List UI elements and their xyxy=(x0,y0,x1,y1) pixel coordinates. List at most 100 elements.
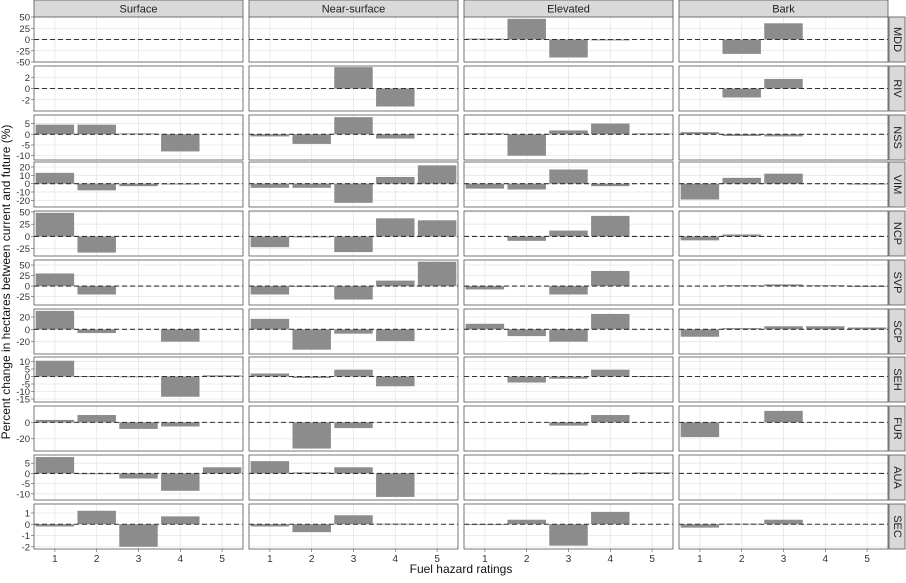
bar-svp-nearsurface-3 xyxy=(334,286,373,300)
bar-seh-elevated-2 xyxy=(507,376,546,383)
bar-seh-elevated-4 xyxy=(591,369,630,377)
panel-border xyxy=(463,356,674,403)
bar-aua-surface-4 xyxy=(161,473,200,491)
row-label: SEC xyxy=(891,515,903,538)
bar-ncp-bark-2 xyxy=(722,234,761,237)
row-label: NCP xyxy=(891,222,903,245)
panel-border xyxy=(678,65,889,112)
y-tick-label: 0 xyxy=(25,418,30,429)
bar-ncp-nearsurface-4 xyxy=(376,218,415,237)
x-tick-label: 5 xyxy=(649,554,655,565)
bar-svp-elevated-4 xyxy=(591,270,630,287)
bar-vim-elevated-4 xyxy=(591,183,630,187)
panel-border xyxy=(463,16,674,63)
x-tick-label: 2 xyxy=(739,554,745,565)
bar-svp-elevated-3 xyxy=(549,286,588,295)
bar-riv-bark-3 xyxy=(764,78,803,89)
bar-ncp-surface-1 xyxy=(35,212,75,237)
bar-vim-nearsurface-1 xyxy=(250,183,290,188)
panel-border xyxy=(33,16,244,63)
panel-border xyxy=(33,65,244,112)
bar-vim-elevated-1 xyxy=(465,183,505,189)
y-tick-label: 5 xyxy=(25,459,30,470)
panel-border xyxy=(248,308,459,355)
x-tick-label: 3 xyxy=(566,554,572,565)
bar-vim-elevated-3 xyxy=(549,169,588,184)
bar-sec-bark-1 xyxy=(680,524,720,528)
x-tick-label: 3 xyxy=(781,554,787,565)
bar-seh-surface-1 xyxy=(35,360,75,377)
row-label: SVP xyxy=(891,271,903,293)
bar-sec-surface-4 xyxy=(161,516,200,525)
bar-nss-surface-4 xyxy=(161,134,200,152)
bar-ncp-nearsurface-1 xyxy=(250,236,290,248)
panel-border xyxy=(248,65,459,112)
row-strip-scp xyxy=(888,308,906,355)
bar-nss-nearsurface-4 xyxy=(376,134,415,139)
bar-fur-bark-3 xyxy=(764,410,803,423)
bar-aua-surface-1 xyxy=(35,457,75,474)
y-tick-label: -2 xyxy=(22,542,30,553)
bar-seh-nearsurface-1 xyxy=(250,373,290,377)
bar-scp-nearsurface-2 xyxy=(292,329,331,350)
bar-vim-bark-2 xyxy=(722,177,761,184)
column-label: Bark xyxy=(772,4,795,16)
panel-border xyxy=(33,405,244,452)
bar-scp-elevated-3 xyxy=(549,329,588,342)
y-tick-label: -20 xyxy=(16,337,30,348)
row-strip-mdd xyxy=(888,16,906,63)
panel-border xyxy=(33,356,244,403)
bar-mdd-elevated-3 xyxy=(549,39,588,58)
bar-aua-surface-5 xyxy=(202,467,242,474)
bar-vim-elevated-2 xyxy=(507,183,546,190)
bar-vim-bark-1 xyxy=(680,183,720,200)
panel-border xyxy=(678,405,889,452)
row-label: FUR xyxy=(891,417,903,440)
bar-sec-elevated-2 xyxy=(507,519,546,525)
panel-border xyxy=(33,210,244,257)
bar-sec-elevated-3 xyxy=(549,524,588,546)
bar-aua-nearsurface-2 xyxy=(292,472,331,474)
bar-ncp-elevated-4 xyxy=(591,215,630,237)
y-tick-label: 10 xyxy=(19,171,30,182)
bar-scp-nearsurface-4 xyxy=(376,329,415,342)
bar-sec-nearsurface-2 xyxy=(292,524,331,533)
x-tick-label: 4 xyxy=(178,554,184,565)
x-tick-label: 4 xyxy=(608,554,614,565)
bar-scp-elevated-1 xyxy=(465,323,505,330)
y-tick-label: 50 xyxy=(19,207,30,218)
bar-scp-bark-3 xyxy=(764,326,803,330)
x-tick-label: 3 xyxy=(136,554,142,565)
y-tick-label: 20 xyxy=(19,313,30,324)
bar-nss-elevated-4 xyxy=(591,123,630,135)
bar-vim-surface-3 xyxy=(119,183,158,187)
panel-border xyxy=(463,405,674,452)
y-tick-label: 0 xyxy=(25,325,30,336)
x-tick-label: 3 xyxy=(351,554,357,565)
bar-aua-nearsurface-1 xyxy=(250,461,290,474)
row-label: AUA xyxy=(891,466,903,489)
column-label: Elevated xyxy=(547,4,590,16)
panel-border xyxy=(33,161,244,208)
row-strip-fur xyxy=(888,405,906,452)
bar-fur-elevated-4 xyxy=(591,415,630,423)
y-tick-label: 0 xyxy=(25,520,30,531)
y-tick-label: 5 xyxy=(25,119,30,130)
column-label: Surface xyxy=(120,4,158,16)
y-tick-label: -10 xyxy=(16,489,30,500)
bar-sec-bark-2 xyxy=(722,523,761,525)
bar-seh-nearsurface-2 xyxy=(292,376,331,378)
bar-ncp-elevated-2 xyxy=(507,236,546,241)
y-tick-label: 0 xyxy=(25,232,30,243)
bar-fur-surface-2 xyxy=(77,415,116,423)
panel-border xyxy=(678,161,889,208)
bar-aua-surface-2 xyxy=(77,473,116,475)
x-tick-label: 5 xyxy=(864,554,870,565)
bar-nss-nearsurface-1 xyxy=(250,134,290,137)
bar-riv-nearsurface-4 xyxy=(376,88,415,107)
row-label: SEH xyxy=(891,368,903,391)
panel-border xyxy=(33,308,244,355)
y-tick-label: 25 xyxy=(19,24,30,35)
bar-vim-surface-2 xyxy=(77,183,116,191)
bar-scp-bark-4 xyxy=(806,326,845,330)
